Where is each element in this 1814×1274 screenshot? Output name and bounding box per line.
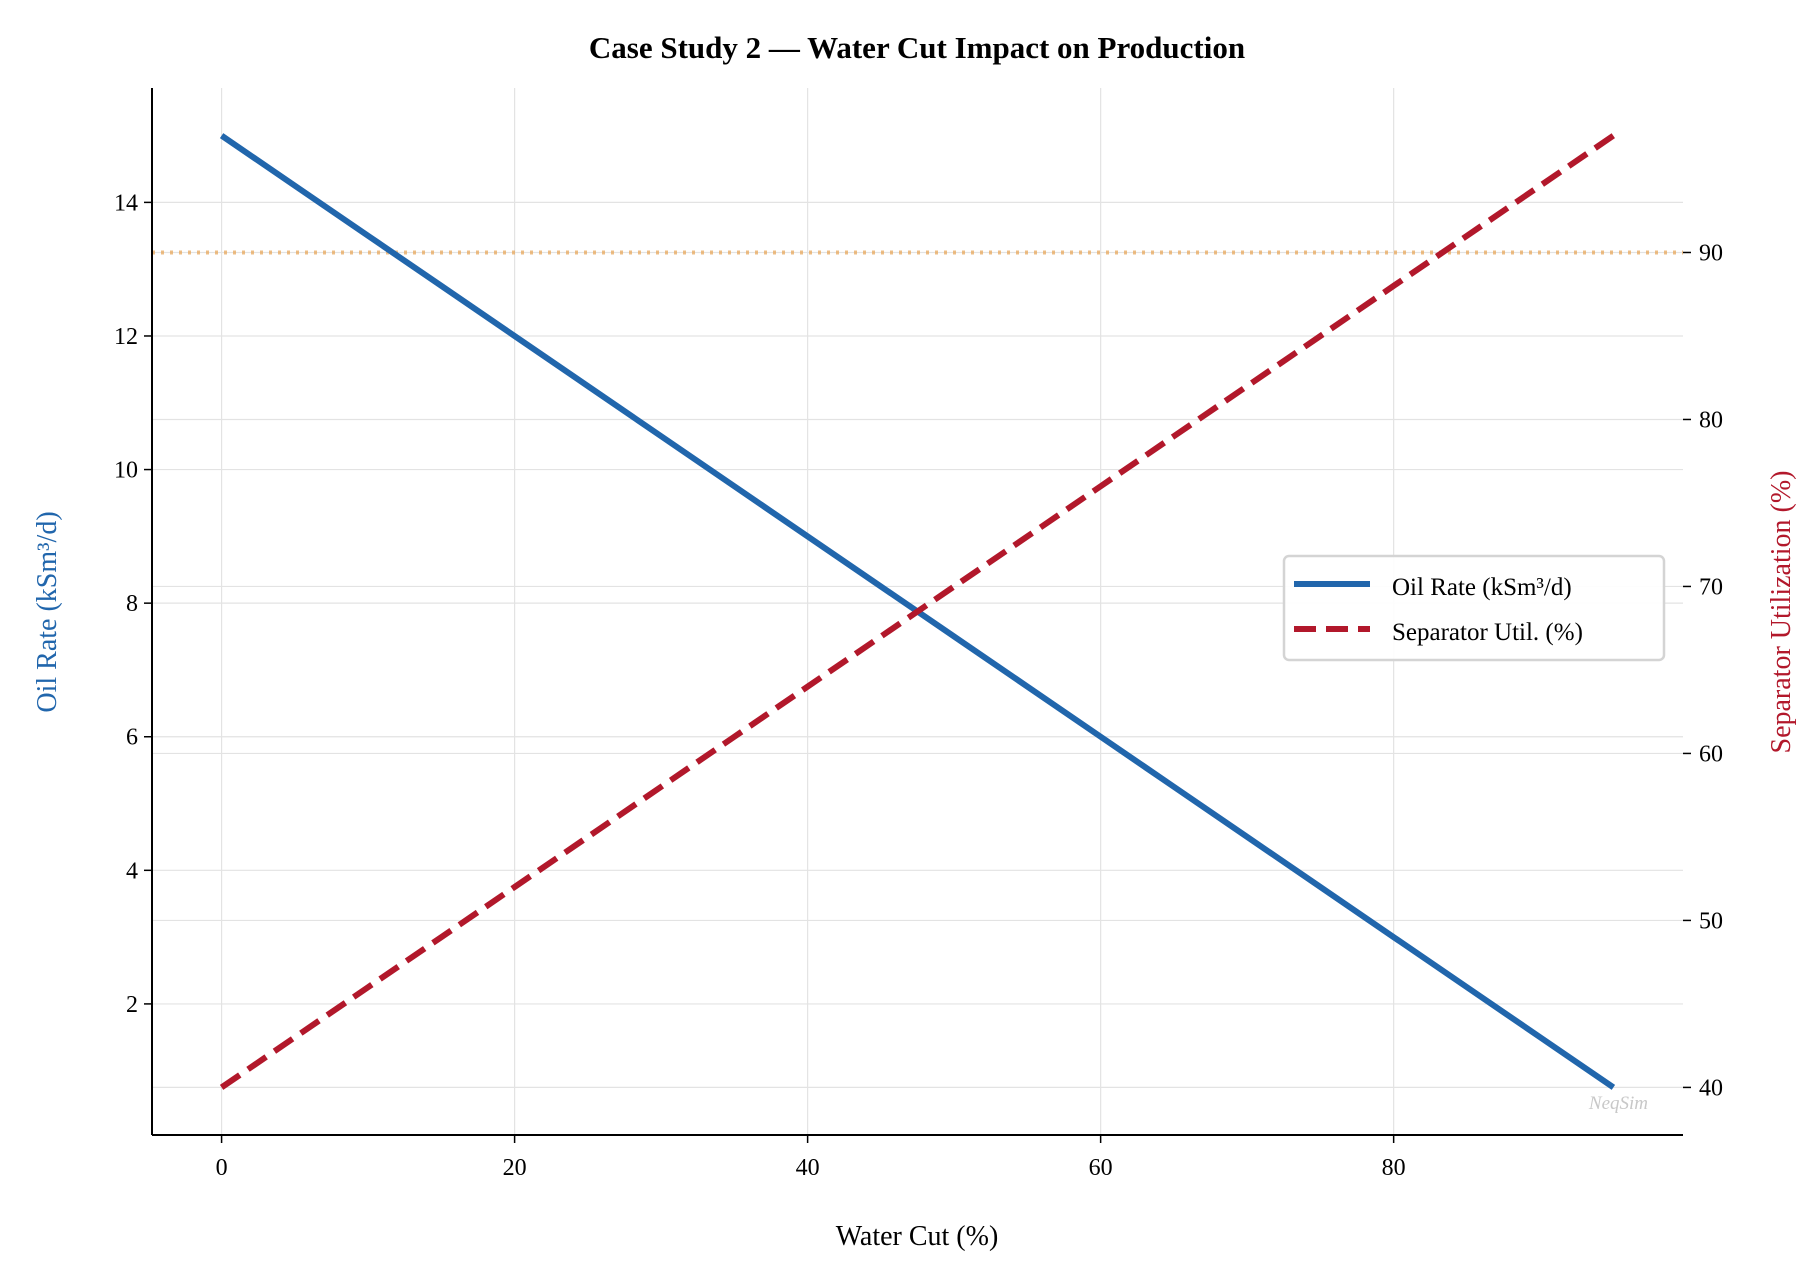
y-left-tick-label: 6: [126, 725, 138, 751]
y-axis-right-label: Separator Utilization (%): [1766, 470, 1797, 753]
series-group: [219, 133, 1616, 1090]
x-tick-label: 60: [1089, 1155, 1113, 1181]
y-left-tick-label: 12: [114, 324, 138, 350]
legend-label-separator-util: Separator Util. (%): [1392, 619, 1583, 646]
y-right-tick-label: 40: [1699, 1075, 1723, 1101]
legend: Oil Rate (kSm³/d) Separator Util. (%): [1282, 554, 1666, 662]
axes: 0 20 40 60 80 2 4 6 8 10 12 14 40 50 60 70 80 90: [114, 88, 1723, 1181]
y-axis-left-label: Oil Rate (kSm³/d): [32, 511, 63, 712]
y-left-tick-label: 14: [114, 190, 138, 216]
y-left-tick-label: 4: [126, 858, 138, 884]
y-left-tick-label: 8: [126, 591, 138, 617]
x-tick-label: 40: [796, 1155, 820, 1181]
y-right-tick-label: 80: [1699, 407, 1723, 433]
x-axis-label: Water Cut (%): [836, 1221, 999, 1252]
y-right-tick-label: 60: [1699, 741, 1723, 767]
legend-box: [1282, 554, 1666, 662]
legend-label-oil-rate: Oil Rate (kSm³/d): [1392, 574, 1572, 601]
y-left-tick-label: 10: [114, 458, 138, 484]
x-tick-label: 20: [503, 1155, 527, 1181]
y-left-tick-label: 2: [126, 992, 138, 1018]
x-tick-label: 0: [216, 1155, 228, 1181]
y-right-tick-label: 90: [1699, 240, 1723, 266]
watermark: NeqSim: [1588, 1093, 1648, 1114]
chart-title: Case Study 2 — Water Cut Impact on Produ…: [589, 30, 1245, 65]
x-tick-label: 80: [1382, 1155, 1406, 1181]
y-right-tick-label: 50: [1699, 908, 1723, 934]
y-right-tick-label: 70: [1699, 574, 1723, 600]
separator-util-line: [219, 133, 1616, 1090]
